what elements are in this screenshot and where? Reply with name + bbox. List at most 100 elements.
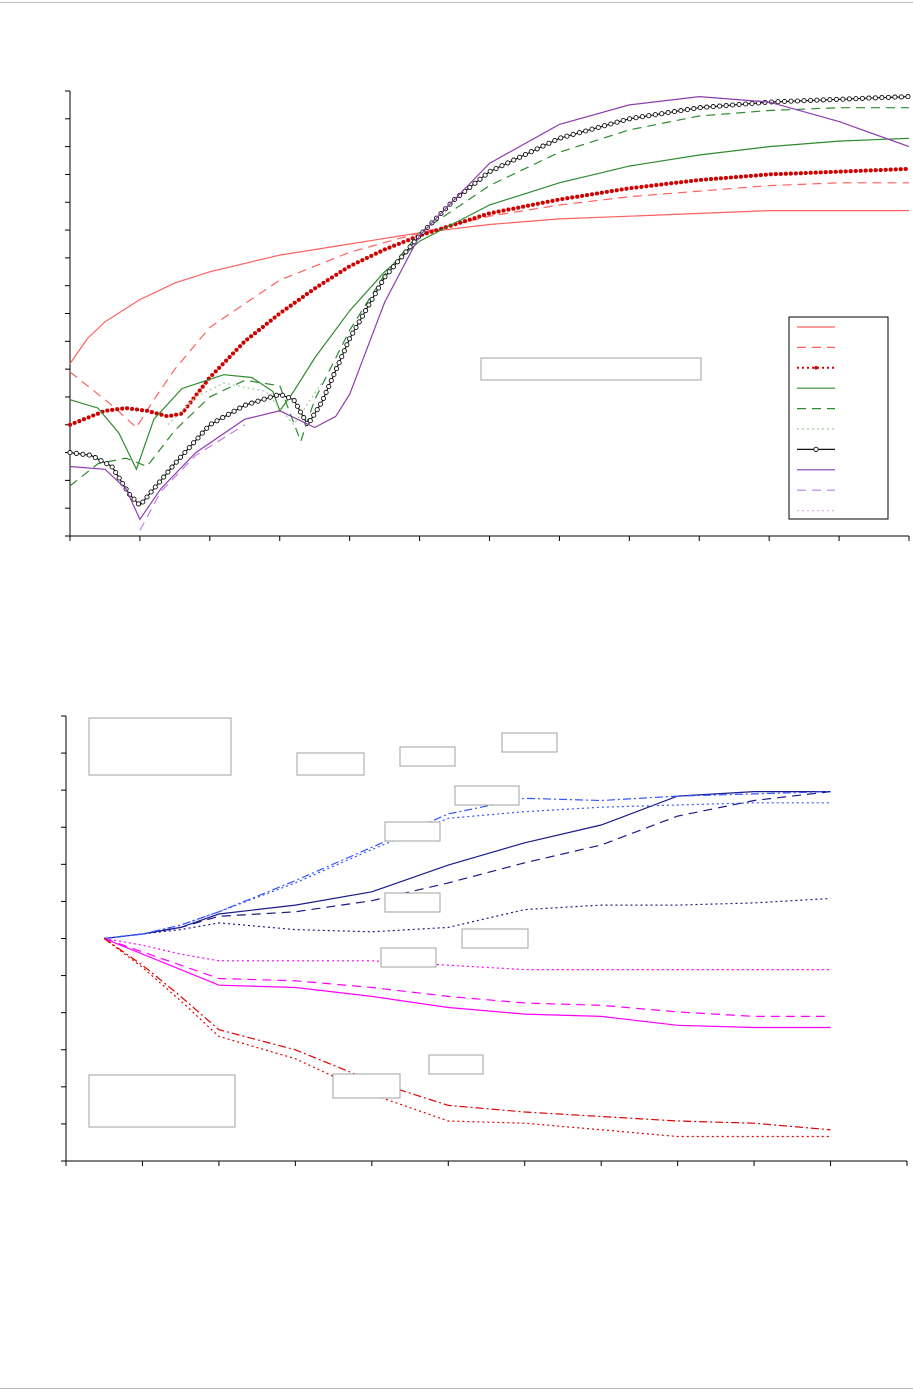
series-marker-7 [749,100,755,107]
series-marker-7 [697,105,703,111]
series-line-4 [69,137,910,471]
series-marker-7 [109,464,115,470]
series-marker-3 [649,183,654,188]
series-marker-7 [204,425,210,431]
series-marker-3 [77,419,82,424]
series-marker-3 [125,406,130,411]
series-marker-3 [245,337,250,342]
series-marker-3 [288,303,293,308]
series-marker-3 [321,280,326,285]
series-marker-3 [217,365,222,370]
series-marker-3 [462,219,468,224]
series-marker-7 [314,407,320,413]
series-marker-7 [116,475,122,481]
series-marker-3 [748,173,753,178]
series-marker-7 [833,96,839,102]
series-marker-3 [838,169,843,174]
series-marker-7 [311,412,317,418]
series-marker-3 [256,328,261,333]
series-marker-3 [863,168,868,173]
series-marker-7 [859,95,865,101]
series-marker-7 [665,110,671,116]
series-marker-7 [505,160,511,166]
series-marker-3 [338,270,343,275]
series-marker-7 [261,396,267,402]
series-marker-7 [178,454,184,460]
series-marker-3 [893,167,898,172]
series-marker-7 [853,96,859,102]
series-marker-3 [703,177,709,182]
series-marker-3 [783,171,788,176]
series-line-2 [69,182,909,429]
series-marker-7 [814,97,820,103]
series-marker-7 [182,449,188,456]
series-marker-3 [351,262,356,267]
series-marker-7 [528,149,534,155]
series-marker-3 [718,176,723,181]
series-marker-3 [713,176,718,181]
series-marker-7 [511,157,517,163]
series-marker-3 [401,239,406,245]
series-marker-3 [134,407,140,412]
series-marker-3 [684,179,689,184]
series-marker-7 [534,146,540,152]
series-marker-7 [326,383,332,390]
series-marker-7 [717,103,723,109]
series-marker-3 [614,188,619,193]
series-marker-7 [140,499,146,505]
series-marker-7 [671,109,678,115]
series-line-4 [104,791,831,940]
series-marker-7 [684,107,690,113]
series-marker-7 [583,128,589,134]
series-marker-3 [516,205,521,210]
series-marker-7 [807,97,814,103]
series-marker-7 [291,398,297,404]
series-marker-7 [601,123,608,129]
series-marker-3 [392,243,397,248]
series-marker-3 [535,201,540,206]
series-marker-3 [91,413,96,418]
series-marker-7 [517,154,523,160]
series-marker-3 [609,189,614,194]
series-marker-7 [318,401,324,407]
series-marker-3 [342,267,347,272]
series-marker-7 [280,392,286,398]
series-marker-7 [487,168,493,174]
series-marker-3 [382,247,387,252]
series-marker-3 [679,180,684,185]
series-marker-3 [599,190,604,195]
series-marker-3 [406,238,411,243]
series-marker-7 [382,274,388,280]
series-marker-3 [477,214,482,219]
series-marker-3 [472,216,477,221]
series-marker-3 [506,207,511,212]
chart-top [65,90,911,541]
series-marker-7 [161,474,167,480]
series-marker-3 [674,180,679,185]
series-marker-3 [511,206,516,211]
series-marker-7 [540,143,546,149]
series-marker-7 [743,101,749,107]
series-marker-7 [186,445,192,451]
series-marker-3 [664,181,669,186]
series-marker-3 [733,175,738,180]
series-marker-7 [341,348,347,354]
series-marker-3 [868,168,873,173]
series-marker-3 [139,408,145,413]
series-line-3 [69,167,910,426]
series-marker-7 [297,409,304,415]
series-marker-3 [848,169,853,174]
series-marker-7 [173,459,179,465]
series-marker-3 [304,292,309,297]
series-marker-3 [698,177,704,182]
series-marker-3 [95,411,100,416]
series-marker-7 [608,121,614,127]
series-marker-7 [390,264,396,270]
annotation-box [480,357,702,381]
series-marker-3 [364,255,369,261]
series-marker-7 [80,451,86,457]
series-marker-3 [197,388,202,393]
label-box-5 [454,785,520,806]
series-marker-7 [366,302,372,308]
series-marker-3 [144,408,150,413]
